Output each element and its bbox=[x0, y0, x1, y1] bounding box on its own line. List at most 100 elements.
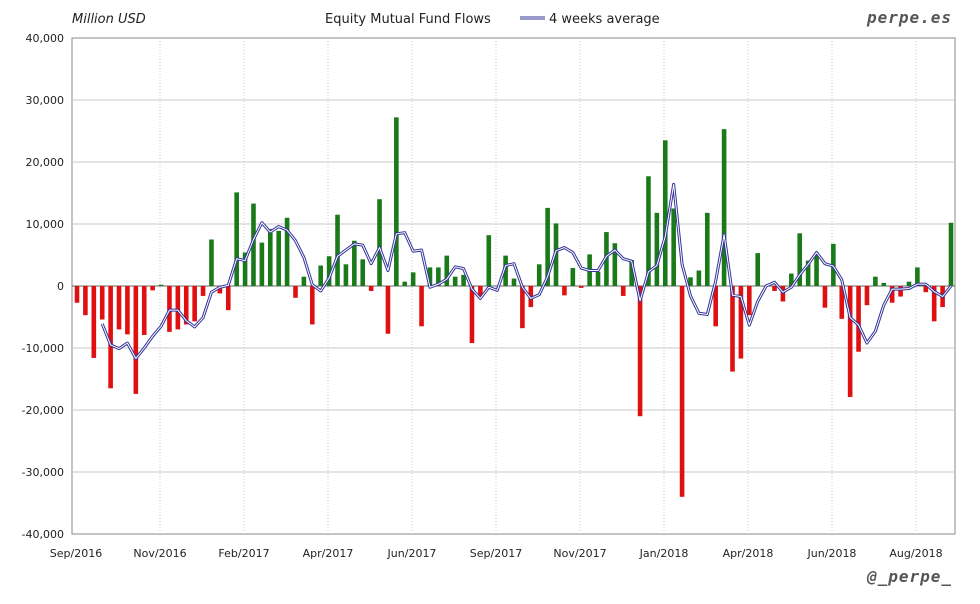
flow-bar bbox=[175, 286, 181, 330]
flow-bar bbox=[520, 286, 525, 329]
flow-bar bbox=[335, 214, 340, 286]
flow-bar bbox=[570, 268, 576, 286]
x-tick-label: Sep/2016 bbox=[50, 547, 102, 560]
flow-bar bbox=[192, 286, 197, 322]
flow-bar bbox=[141, 286, 147, 335]
y-tick-label: -20,000 bbox=[22, 404, 64, 417]
flow-bar bbox=[671, 208, 676, 286]
flow-bar bbox=[620, 286, 626, 296]
flow-bar bbox=[436, 267, 441, 286]
flow-bar bbox=[637, 286, 643, 417]
flow-bar bbox=[755, 253, 761, 286]
x-tick-label: Feb/2017 bbox=[218, 547, 269, 560]
brand-label: perpe.es bbox=[866, 8, 952, 27]
flow-bar bbox=[284, 217, 290, 286]
flow-bar bbox=[864, 286, 870, 306]
flow-bar bbox=[452, 276, 458, 286]
signature-label: @_perpe_ bbox=[866, 567, 952, 586]
flow-bar bbox=[217, 286, 223, 294]
flow-bar bbox=[612, 243, 618, 286]
flow-bar bbox=[679, 286, 685, 497]
flow-bar bbox=[646, 176, 651, 286]
flow-bar bbox=[511, 278, 517, 286]
x-tick-label: Aug/2018 bbox=[889, 547, 942, 560]
flow-bar bbox=[562, 286, 567, 296]
flow-bar bbox=[385, 286, 391, 334]
flow-bar bbox=[267, 228, 273, 286]
flow-bar bbox=[133, 286, 139, 394]
x-tick-label: Jun/2018 bbox=[807, 547, 857, 560]
x-tick-label: Nov/2017 bbox=[553, 547, 606, 560]
flow-bar bbox=[839, 286, 845, 319]
flow-bar bbox=[469, 286, 475, 344]
flow-bar bbox=[444, 255, 450, 286]
average-line-inner bbox=[101, 183, 952, 360]
flow-bar bbox=[158, 284, 164, 286]
flow-bar bbox=[310, 286, 315, 325]
flow-bar bbox=[881, 282, 887, 286]
average-line bbox=[100, 182, 953, 361]
flow-bar bbox=[200, 286, 206, 296]
flow-bar bbox=[688, 277, 693, 286]
flow-bar bbox=[595, 271, 601, 286]
flow-bar bbox=[847, 286, 853, 397]
flow-bar bbox=[150, 286, 155, 291]
flow-bar bbox=[923, 286, 929, 293]
flow-bar bbox=[738, 286, 744, 359]
flow-bar bbox=[83, 286, 88, 316]
flow-bar bbox=[183, 286, 189, 325]
y-tick-label: 20,000 bbox=[26, 156, 65, 169]
unit-label: Million USD bbox=[72, 12, 146, 27]
flow-bar bbox=[730, 286, 735, 372]
flow-bar bbox=[629, 259, 634, 286]
flow-bar bbox=[251, 203, 256, 286]
flow-bar bbox=[99, 286, 105, 320]
flow-bar bbox=[898, 286, 903, 297]
flow-bar bbox=[486, 235, 492, 286]
flow-bar bbox=[352, 240, 357, 286]
flow-bar bbox=[948, 222, 954, 286]
legend-label: 4 weeks average bbox=[549, 12, 660, 27]
x-tick-label: Apr/2017 bbox=[303, 547, 354, 560]
flow-bar bbox=[419, 286, 424, 327]
flow-bar bbox=[503, 255, 508, 286]
flow-bar bbox=[259, 242, 265, 286]
y-tick-label: -40,000 bbox=[22, 528, 64, 541]
flow-bar bbox=[209, 239, 214, 286]
flow-bar bbox=[318, 265, 324, 286]
flow-bar bbox=[772, 286, 777, 291]
flow-bar bbox=[293, 286, 298, 298]
flow-bar bbox=[326, 256, 332, 286]
flow-bar bbox=[427, 267, 433, 286]
flow-bar bbox=[478, 286, 483, 298]
flow-bar bbox=[713, 286, 718, 327]
flow-bar bbox=[873, 276, 878, 286]
flow-bar bbox=[696, 270, 702, 286]
flow-bar bbox=[225, 286, 231, 311]
flow-bar bbox=[931, 286, 937, 322]
line-layer bbox=[100, 182, 953, 361]
y-tick-label: -10,000 bbox=[22, 342, 64, 355]
flow-bar bbox=[814, 253, 819, 286]
flow-bar bbox=[394, 117, 399, 286]
flow-bar bbox=[856, 286, 861, 352]
flow-bar bbox=[461, 274, 466, 286]
flow-bar bbox=[360, 259, 366, 286]
flow-bar bbox=[721, 129, 727, 286]
flow-bar bbox=[91, 286, 97, 358]
y-tick-label: 30,000 bbox=[26, 94, 65, 107]
x-tick-label: Jan/2018 bbox=[639, 547, 689, 560]
axis-layer: 40,000 30,000 20,000 10,000 0 -10,000 -20,000 -… bbox=[22, 32, 943, 560]
flow-bar bbox=[915, 267, 920, 286]
flow-bar bbox=[368, 286, 374, 291]
flow-bar bbox=[234, 192, 239, 286]
flow-bar bbox=[780, 286, 786, 302]
x-tick-label: Apr/2018 bbox=[723, 547, 774, 560]
legend: 4 weeks average bbox=[520, 12, 660, 27]
flow-bar bbox=[662, 140, 668, 286]
flow-bar bbox=[125, 286, 130, 335]
flow-bar bbox=[797, 233, 803, 286]
x-tick-label: Nov/2016 bbox=[133, 547, 186, 560]
